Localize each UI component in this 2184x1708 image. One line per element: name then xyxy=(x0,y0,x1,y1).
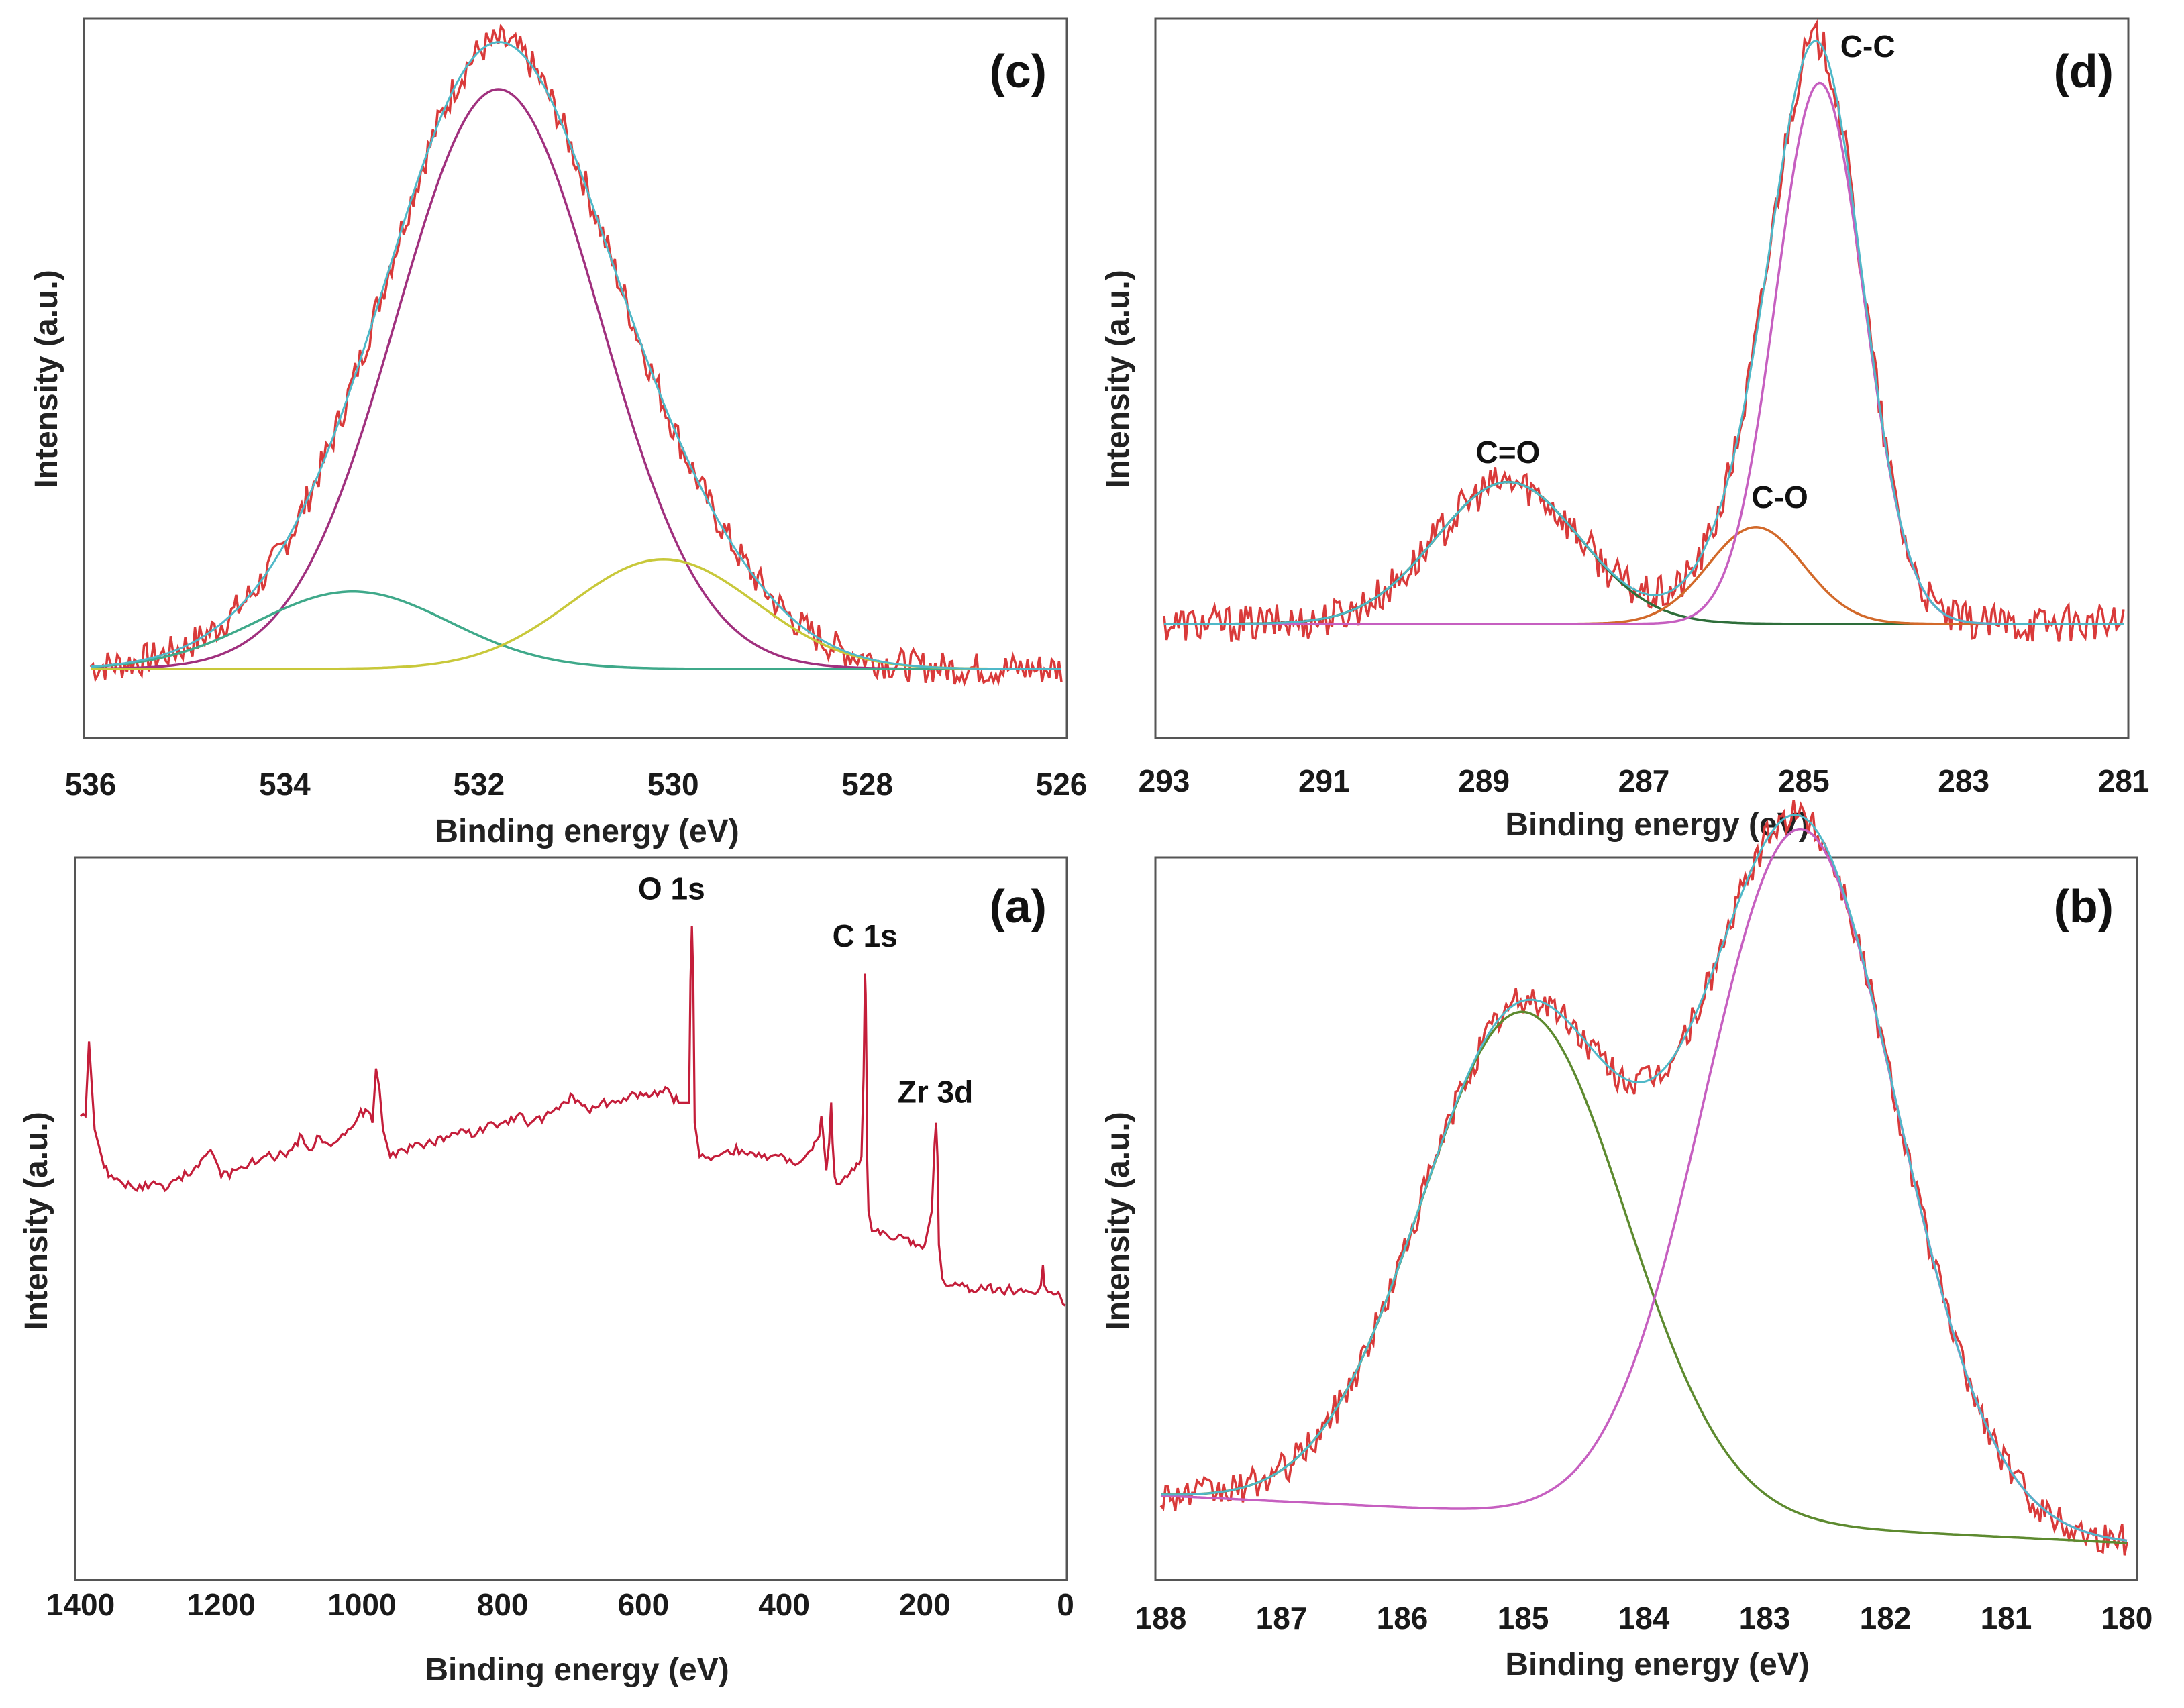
panel-a-x-tick-200: 200 xyxy=(899,1587,951,1622)
panel-c-x-tick-526: 526 xyxy=(1036,767,1088,802)
panel-b-y-title: Intensity (a.u.) xyxy=(1100,1112,1136,1330)
panel-c-envelope-line xyxy=(90,41,1061,670)
panel-b-x-tick-180: 180 xyxy=(2101,1601,2153,1636)
panel-b-envelope-line xyxy=(1160,814,2128,1542)
panel-d-x-tick-289: 289 xyxy=(1458,763,1510,798)
panel-c-raw-line xyxy=(89,23,1063,687)
panel-a-x-tick-1200: 1200 xyxy=(187,1587,256,1622)
panel-a-x-tick-1400: 1400 xyxy=(46,1587,115,1622)
panel-d-x-title: Binding energy (eV) xyxy=(1505,807,1809,843)
panel-d-label: (d) xyxy=(2054,45,2114,97)
panel-d: 293 291 289 287 285 283 281 C=O C-O C-C (d) Bind… xyxy=(1100,17,2150,843)
panel-d-peak-label-cc: C-C xyxy=(1840,29,1895,64)
panel-a-survey-line xyxy=(79,926,1066,1307)
panel-d-ticks: 293 291 289 287 285 283 281 xyxy=(1139,763,2150,798)
panel-d-frame xyxy=(1154,17,2130,739)
panel-b-x-title: Binding energy (eV) xyxy=(1505,1647,1809,1683)
panel-d-peak-label-co: C-O xyxy=(1751,480,1808,515)
panel-a-series xyxy=(79,926,1066,1307)
panel-b-x-tick-187: 187 xyxy=(1256,1601,1308,1636)
panel-c-x-tick-534: 534 xyxy=(259,767,311,802)
panel-b-x-tick-186: 186 xyxy=(1377,1601,1428,1636)
panel-c-y-title: Intensity (a.u.) xyxy=(29,270,64,488)
panel-b-x-tick-181: 181 xyxy=(1981,1601,2032,1636)
panel-b-frame xyxy=(1154,856,2138,1581)
panel-c-x-tick-530: 530 xyxy=(647,767,699,802)
panel-a-x-title: Binding energy (eV) xyxy=(425,1652,729,1688)
panel-c: 536 534 532 530 528 526 (c) Binding energy (e… xyxy=(29,17,1088,849)
panel-b-series xyxy=(1159,799,2128,1556)
panel-b-x-tick-185: 185 xyxy=(1498,1601,1549,1636)
panel-b: 188 187 186 185 184 183 182 181 180 (b) Binding … xyxy=(1100,799,2153,1683)
panel-d-x-tick-291: 291 xyxy=(1298,763,1350,798)
panel-d-peak-labels: C=O C-O C-C xyxy=(1475,29,1895,515)
panel-d-series xyxy=(1163,19,2125,642)
panel-a-frame xyxy=(74,856,1068,1581)
panel-b-x-tick-182: 182 xyxy=(1860,1601,1912,1636)
panel-c-component-2 xyxy=(90,590,1061,670)
panel-c-x-tick-536: 536 xyxy=(65,767,117,802)
panel-a-peak-label-zr3d: Zr 3d xyxy=(898,1074,973,1109)
panel-d-x-tick-283: 283 xyxy=(1938,763,1989,798)
panel-a-x-tick-1000: 1000 xyxy=(327,1587,396,1622)
panel-d-raw-line xyxy=(1163,19,2125,642)
panel-a-peak-label-o1s: O 1s xyxy=(638,871,705,906)
panel-d-x-tick-293: 293 xyxy=(1139,763,1190,798)
panel-c-ticks: 536 534 532 530 528 526 xyxy=(65,767,1088,802)
panel-d-envelope-line xyxy=(1164,40,2124,625)
panel-c-x-tick-532: 532 xyxy=(453,767,505,802)
panel-a-label: (a) xyxy=(989,880,1047,932)
panel-b-x-tick-188: 188 xyxy=(1135,1601,1187,1636)
panel-c-label: (c) xyxy=(989,45,1047,97)
panel-b-x-tick-183: 183 xyxy=(1739,1601,1791,1636)
panel-a-x-tick-0: 0 xyxy=(1057,1587,1074,1622)
panel-b-label: (b) xyxy=(2054,880,2114,932)
panel-d-x-tick-285: 285 xyxy=(1778,763,1830,798)
panel-a-ticks: 1400 1200 1000 800 600 400 200 0 xyxy=(46,1587,1074,1622)
panel-a-x-tick-800: 800 xyxy=(477,1587,529,1622)
panel-a-peak-labels: O 1s C 1s Zr 3d xyxy=(638,871,973,1109)
panel-c-series xyxy=(89,23,1063,687)
panel-a-x-tick-600: 600 xyxy=(617,1587,669,1622)
panel-a-x-tick-400: 400 xyxy=(758,1587,810,1622)
panel-d-y-title: Intensity (a.u.) xyxy=(1100,270,1136,488)
panel-c-x-tick-528: 528 xyxy=(841,767,893,802)
panel-b-x-tick-184: 184 xyxy=(1618,1601,1670,1636)
panel-a-y-title: Intensity (a.u.) xyxy=(19,1112,54,1330)
panel-b-ticks: 188 187 186 185 184 183 182 181 180 xyxy=(1135,1601,2153,1636)
panel-c-x-title: Binding energy (eV) xyxy=(435,814,739,849)
panel-d-peak-label-co: C=O xyxy=(1475,435,1540,470)
panel-d-x-tick-287: 287 xyxy=(1618,763,1670,798)
panel-c-frame xyxy=(83,17,1068,739)
panel-a-peak-label-c1s: C 1s xyxy=(833,918,898,953)
panel-d-x-tick-281: 281 xyxy=(2098,763,2150,798)
